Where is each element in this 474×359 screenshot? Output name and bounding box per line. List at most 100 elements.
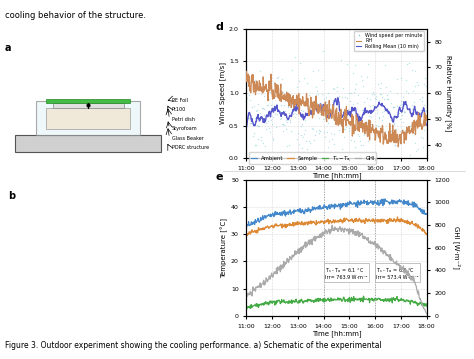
Point [331, 98, 338, 104]
Point [268, 121, 276, 126]
Point [343, 61, 351, 67]
Point [287, 128, 294, 134]
Point [272, 102, 280, 107]
Point [313, 101, 321, 106]
Point [260, 106, 268, 112]
Point [293, 84, 301, 90]
Point [401, 127, 409, 133]
Point [407, 152, 414, 158]
Point [340, 126, 348, 132]
X-axis label: Time [hh:mm]: Time [hh:mm] [312, 172, 361, 179]
Point [382, 137, 390, 143]
Point [267, 102, 275, 108]
Point [410, 130, 418, 136]
Point [323, 112, 330, 117]
Point [281, 108, 289, 113]
Point [248, 152, 256, 158]
Point [362, 118, 370, 124]
Point [350, 89, 358, 95]
Point [334, 88, 341, 94]
Point [322, 99, 330, 105]
Point [327, 106, 335, 112]
Point [305, 138, 313, 144]
Point [393, 76, 401, 82]
Point [309, 103, 316, 109]
Point [394, 110, 402, 116]
Point [286, 118, 294, 123]
Y-axis label: Relative Humidity [%]: Relative Humidity [%] [445, 55, 452, 131]
Point [249, 122, 257, 128]
Point [411, 83, 419, 89]
Point [301, 75, 308, 80]
Point [285, 110, 292, 116]
Point [406, 129, 413, 135]
Point [399, 94, 406, 100]
Point [364, 74, 371, 80]
Point [363, 95, 371, 101]
Point [397, 129, 404, 134]
Text: PE Foil: PE Foil [172, 98, 187, 103]
Point [347, 137, 355, 143]
Point [282, 126, 290, 131]
Point [255, 123, 263, 129]
Point [252, 108, 260, 114]
Point [334, 95, 342, 101]
Point [286, 120, 293, 125]
Point [407, 122, 415, 127]
Point [402, 99, 410, 104]
Point [253, 122, 261, 128]
Point [400, 105, 407, 111]
Point [354, 92, 361, 98]
Point [339, 121, 346, 126]
Point [258, 105, 266, 111]
Point [403, 61, 410, 67]
Point [306, 98, 314, 104]
Point [279, 121, 287, 127]
Text: Styrofoam: Styrofoam [172, 126, 197, 131]
Point [346, 112, 354, 118]
Y-axis label: GHI [W·m⁻²]: GHI [W·m⁻²] [453, 226, 460, 269]
Point [332, 26, 340, 32]
Point [344, 152, 352, 158]
Point [386, 88, 393, 94]
Point [372, 93, 380, 99]
Point [249, 149, 256, 155]
Point [311, 95, 319, 101]
Point [329, 85, 337, 91]
Point [383, 92, 391, 98]
Point [409, 67, 416, 73]
Point [339, 85, 347, 91]
Point [377, 80, 385, 86]
Text: a: a [5, 43, 11, 53]
Point [392, 142, 399, 148]
Point [404, 106, 412, 111]
Point [259, 106, 267, 111]
Point [379, 117, 386, 123]
Point [339, 108, 347, 114]
FancyBboxPatch shape [46, 99, 130, 103]
Point [408, 107, 415, 112]
Point [293, 136, 301, 142]
Point [380, 97, 388, 102]
Point [377, 92, 384, 97]
Point [411, 140, 419, 145]
Point [298, 108, 305, 113]
Point [329, 97, 337, 103]
Point [408, 102, 416, 108]
Point [371, 129, 379, 134]
Point [359, 84, 367, 89]
Point [244, 95, 251, 101]
Point [264, 118, 272, 124]
Point [316, 130, 323, 136]
Point [253, 142, 260, 148]
Point [256, 110, 264, 116]
Point [318, 109, 326, 115]
Point [271, 112, 279, 117]
Text: c: c [112, 191, 118, 201]
Point [335, 93, 343, 98]
Point [369, 126, 377, 131]
Point [313, 88, 320, 94]
Point [409, 88, 417, 94]
Point [323, 129, 331, 135]
Point [272, 87, 279, 93]
